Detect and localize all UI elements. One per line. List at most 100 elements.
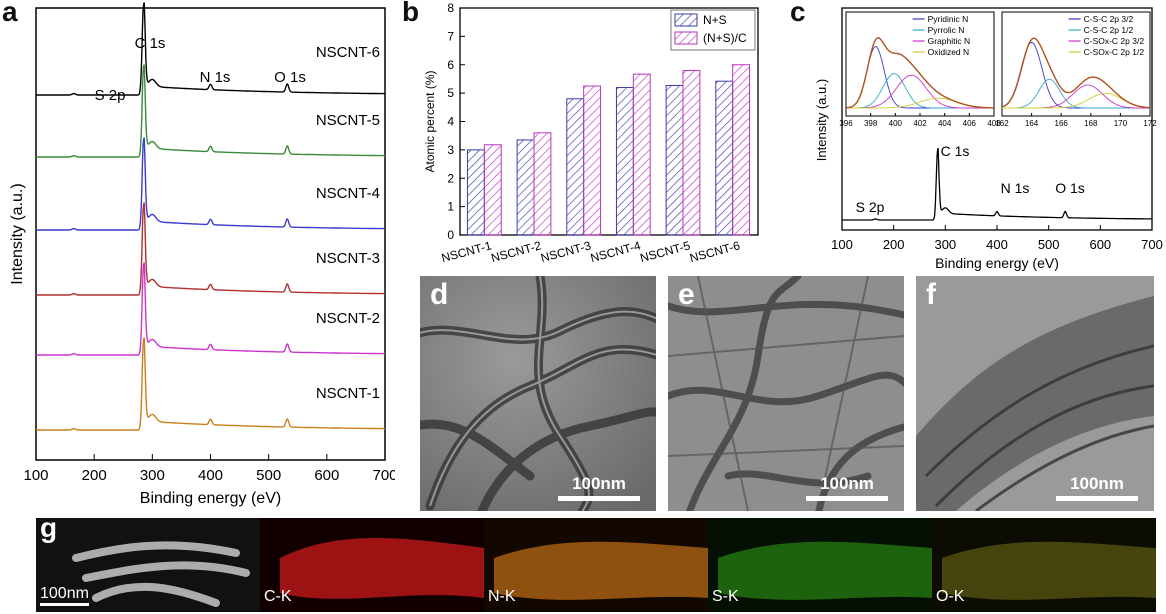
inset-tick-label-0-0: 396 <box>839 119 853 128</box>
peak-label-c-1: N 1s <box>1001 180 1030 196</box>
y-axis-label-c: Intensity (a.u.) <box>814 79 829 161</box>
inset-legend-label-0-2: Graphitic N <box>928 36 971 46</box>
map-haadf: 100nm <box>36 518 260 612</box>
y-tick-label-b-7: 7 <box>447 29 454 43</box>
category-label-nscnt-5: NSCNT-5 <box>639 238 693 265</box>
inset-tick-label-1-2: 166 <box>1055 119 1069 128</box>
x-tick-label-c-6: 700 <box>1141 237 1163 252</box>
inset-legend-label-0-1: Pyrrolic N <box>928 25 965 35</box>
category-label-nscnt-2: NSCNT-2 <box>490 238 544 265</box>
panel-letter-a: a <box>2 0 18 27</box>
c-k-texture <box>280 538 484 599</box>
x-tick-label-c-3: 400 <box>986 237 1008 252</box>
series-label-nscnt-3: NSCNT-3 <box>316 250 380 267</box>
bar-(N+S)/C-nscnt-5 <box>682 69 701 236</box>
tem-image-f: f 100nm <box>916 276 1154 511</box>
x-tick-label-c-1: 200 <box>883 237 905 252</box>
legend-label-b-1: (N+S)/C <box>703 31 747 45</box>
series-label-nscnt-1: NSCNT-1 <box>316 385 380 402</box>
series-line-nscnt-3 <box>36 202 385 296</box>
peak-label-c-0: C 1s <box>941 143 970 159</box>
y-tick-label-b-3: 3 <box>447 143 454 157</box>
s-k-texture <box>718 541 932 600</box>
panel-letter-c: c <box>790 0 806 27</box>
x-tick-label-a-3: 400 <box>198 467 223 484</box>
inset-legend-label-1-3: C-SOx-C 2p 1/2 <box>1084 47 1145 57</box>
map-label-s-k: S-K <box>712 588 739 605</box>
peak-label-c-3: S 2p <box>856 199 885 215</box>
map-o-k: O-K <box>932 518 1156 612</box>
peak-label-a-0: S 2p <box>95 87 126 104</box>
bar-N+S-nscnt-4 <box>615 86 634 236</box>
category-label-nscnt-4: NSCNT-4 <box>589 238 643 265</box>
y-tick-label-b-8: 8 <box>447 1 454 15</box>
inset-legend-label-1-0: C-S-C 2p 3/2 <box>1084 14 1134 24</box>
inset-tick-label-1-5: 172 <box>1143 119 1157 128</box>
scalebar-e: 100nm <box>806 474 888 501</box>
inset-tick-label-0-4: 404 <box>938 119 952 128</box>
inset-envelope-1 <box>1001 37 1151 109</box>
series-line-nscnt-5 <box>36 64 385 158</box>
haadf-texture <box>72 541 250 607</box>
inset-tick-label-1-1: 164 <box>1025 119 1039 128</box>
x-tick-label-c-5: 600 <box>1089 237 1111 252</box>
inset-tick-label-1-3: 168 <box>1084 119 1098 128</box>
x-tick-label-a-1: 200 <box>82 467 107 484</box>
xps-survey-chart: 100 200 300 400 500 600 700 Binding energy (eV)… <box>9 2 395 507</box>
series-label-nscnt-5: NSCNT-5 <box>316 112 380 129</box>
bar-(N+S)/C-nscnt-6 <box>732 64 751 236</box>
series-label-nscnt-2: NSCNT-2 <box>316 310 380 327</box>
tem-image-e: e 100nm <box>668 276 904 511</box>
panel-letter-b: b <box>402 0 420 27</box>
series-line-nscnt-4 <box>36 137 385 231</box>
map-label-o-k: O-K <box>936 588 965 605</box>
x-tick-label-a-5: 600 <box>314 467 339 484</box>
tem-texture-e <box>668 276 904 511</box>
x-axis-label-c: Binding energy (eV) <box>935 255 1059 271</box>
n-k-texture <box>494 541 708 600</box>
x-tick-label-c-0: 100 <box>831 237 853 252</box>
inset-tick-label-0-2: 400 <box>889 119 903 128</box>
y-axis-label-a: Intensity (a.u.) <box>9 183 26 284</box>
series-label-nscnt-6: NSCNT-6 <box>316 44 380 61</box>
peak-label-a-3: O 1s <box>274 69 306 86</box>
panel-letter-g: g <box>40 512 58 543</box>
inset-tick-label-1-4: 170 <box>1114 119 1128 128</box>
map-c-k: C-K <box>260 518 484 612</box>
inset-frame-1 <box>1001 11 1151 117</box>
o-k-texture <box>942 541 1156 600</box>
inset-tick-label-0-6: 408 <box>987 119 1001 128</box>
bar-N+S-nscnt-3 <box>566 98 585 236</box>
series-line-nscnt-6 <box>36 2 385 96</box>
x-tick-label-a-6: 700 <box>372 467 395 484</box>
map-label-n-k: N-K <box>488 588 516 605</box>
bar-(N+S)/C-nscnt-3 <box>583 85 602 236</box>
inset-tick-label-1-0: 162 <box>995 119 1009 128</box>
category-label-nscnt-6: NSCNT-6 <box>688 238 742 265</box>
series-label-nscnt-4: NSCNT-4 <box>316 185 380 202</box>
bar-N+S-nscnt-1 <box>466 149 485 236</box>
legend-swatch-b-0 <box>674 13 698 27</box>
inset-tick-label-0-5: 406 <box>963 119 977 128</box>
bar-(N+S)/C-nscnt-1 <box>483 144 502 236</box>
inset-frame-0 <box>845 11 995 117</box>
tem-texture-d <box>420 276 656 511</box>
x-tick-label-c-2: 300 <box>934 237 956 252</box>
x-tick-label-c-4: 500 <box>1038 237 1060 252</box>
survey-line-c <box>842 147 1152 221</box>
map-label-c-k: C-K <box>264 588 292 605</box>
tem-label-d: d <box>430 278 449 311</box>
legend-swatch-b-1 <box>674 31 698 45</box>
scalebar-label-d: 100nm <box>572 474 626 493</box>
series-line-nscnt-1 <box>36 337 385 431</box>
peak-label-a-2: N 1s <box>200 69 231 86</box>
y-tick-label-b-5: 5 <box>447 86 454 100</box>
map-s-k: S-K <box>708 518 932 612</box>
bar-N+S-nscnt-5 <box>665 84 684 236</box>
y-axis-label-b: Atomic percent (%) <box>423 70 437 172</box>
peak-label-a-1: C 1s <box>135 35 166 52</box>
inset-legend-label-0-0: Pyridinic N <box>928 14 969 24</box>
tem-texture-f <box>916 276 1154 511</box>
inset-tick-label-0-1: 398 <box>864 119 878 128</box>
